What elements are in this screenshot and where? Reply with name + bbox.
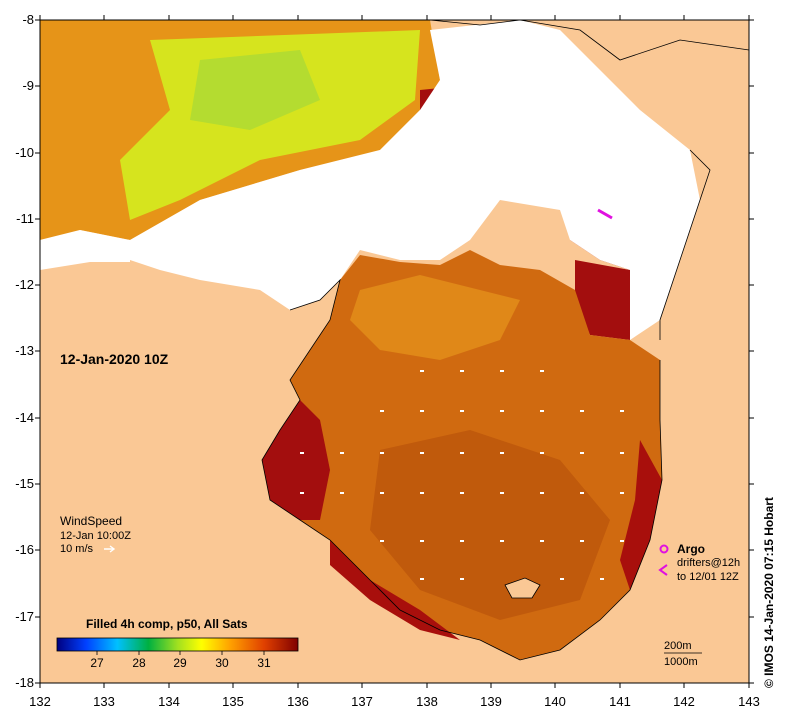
x-tick-label: 132 [29,694,51,709]
x-tick-label: 143 [738,694,760,709]
argo-marker-icon [659,544,669,554]
depth-1000-label: 1000m [664,656,698,668]
wind-title: WindSpeed [60,514,123,528]
y-tick-label: -11 [16,211,34,226]
coastline-gulf [261,278,663,661]
colorbar-title: Filled 4h comp, p50, All Sats [86,617,248,631]
sst-gulf-warm [370,430,610,620]
x-tick-label: 137 [351,694,373,709]
wind-arrows [300,370,624,580]
colorbar-tick-label: 31 [257,656,271,670]
colorbar-tick-label: 28 [132,656,146,670]
sst-north-hot-3 [575,260,630,340]
y-tick-label: -12 [15,277,34,292]
island [504,577,541,599]
argo-label: Argo [677,542,705,556]
wind-speed-label: 10 m/s [60,543,94,555]
x-tick-label: 140 [544,694,566,709]
depth-200-label: 200m [664,640,692,652]
x-tick-label: 138 [416,694,438,709]
y-tick-label: -8 [22,12,34,27]
y-tick-label: -13 [15,343,34,358]
y-tick-label: -17 [15,609,34,624]
sst-north-green [120,30,420,220]
x-tick-label: 135 [222,694,244,709]
date-label: 12-Jan-2020 10Z [60,351,169,367]
coastline-north [429,19,750,340]
cloud-region-2 [40,230,130,270]
drifters-period-label: to 12/01 12Z [677,571,739,583]
wind-time: 12-Jan 10:00Z [60,530,131,542]
drifter-track [597,208,613,220]
axis-ticks [35,15,754,688]
sst-north-green-2 [190,50,320,130]
y-tick-label: -18 [15,675,34,690]
sst-west-coast-hot [262,400,330,520]
y-tick-label: -15 [15,476,34,491]
y-tick-label: -9 [22,78,34,93]
credit-label: © IMOS 14-Jan-2020 07:15 Hobart [762,497,776,688]
wind-reference-arrow-icon [104,545,116,553]
x-tick-label: 134 [158,694,180,709]
y-tick-label: -14 [15,410,34,425]
colorbar-tick-label: 27 [90,656,104,670]
x-tick-label: 136 [287,694,309,709]
sst-gulf-cooler [350,275,520,360]
x-tick-label: 141 [609,694,631,709]
x-tick-label: 142 [673,694,695,709]
colorbar-tick-label: 30 [215,656,229,670]
drifters-label: drifters@12h [677,557,741,569]
sst-east-hot [620,440,662,590]
colorbar-tick-label: 29 [173,656,187,670]
drifter-marker-icon [658,564,668,576]
colorbar-ticks [96,651,265,655]
cloud-region [130,20,700,340]
x-tick-label: 139 [480,694,502,709]
y-tick-label: -10 [15,145,34,160]
x-tick-label: 133 [93,694,115,709]
y-tick-label: -16 [15,542,34,557]
colorbar [56,637,299,652]
